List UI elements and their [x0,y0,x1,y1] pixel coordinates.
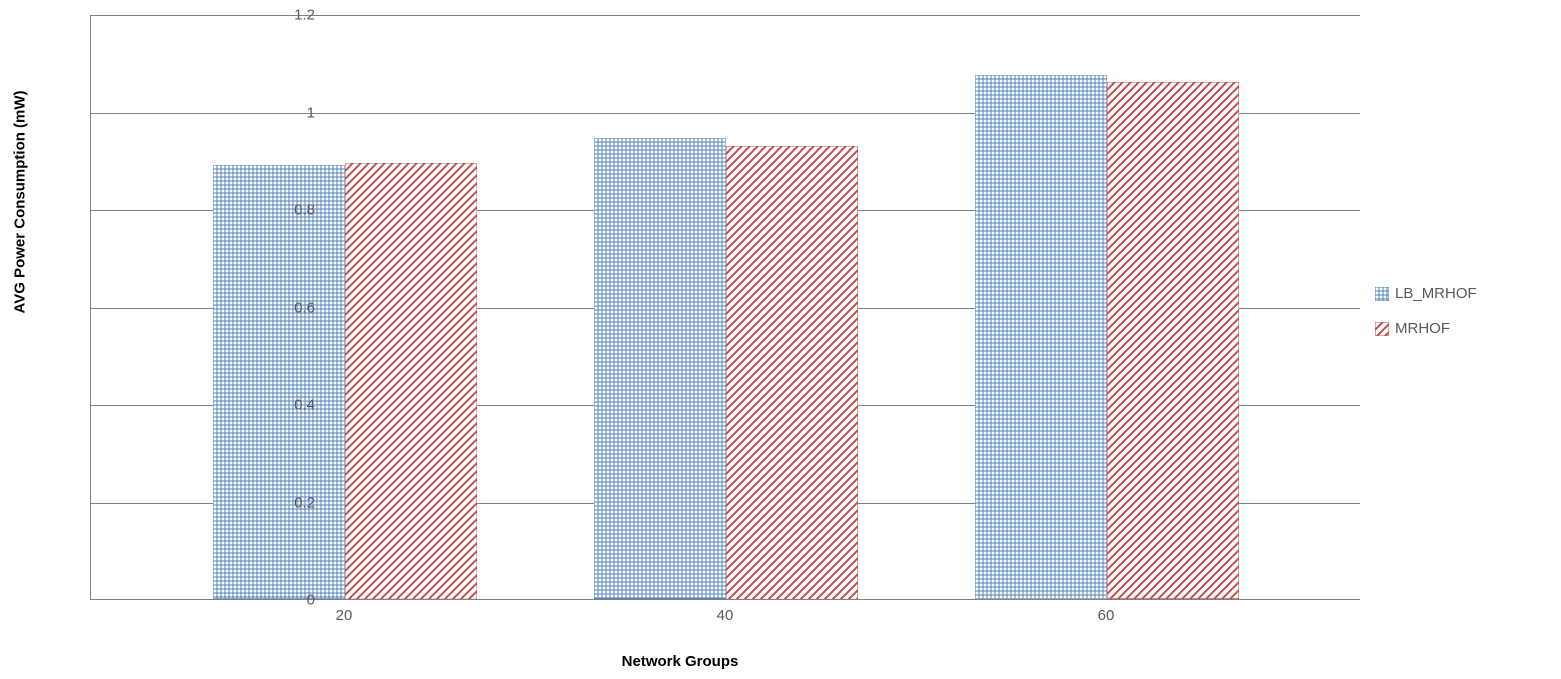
legend-item-mrhof: MRHOF [1375,320,1477,337]
legend-label: MRHOF [1395,320,1450,337]
legend-swatch-diagonal-icon [1375,322,1389,336]
y-tick-label: 0.8 [265,202,315,219]
legend-item-lb-mrhof: LB_MRHOF [1375,285,1477,302]
bar-lb-mrhof [213,165,345,599]
bar-mrhof [1107,82,1239,599]
bar-mrhof [345,163,477,599]
y-tick-label: 1 [265,104,315,121]
x-tick-label: 40 [717,607,734,624]
y-tick-label: 0.2 [265,494,315,511]
power-consumption-chart: AVG Power Consumption (mW) Network Group… [30,5,1530,675]
y-tick-label: 0 [265,592,315,609]
x-axis-label: Network Groups [30,653,1330,670]
y-axis-label: AVG Power Consumption (mW) [12,90,29,313]
x-tick-label: 20 [336,607,353,624]
y-tick-label: 1.2 [265,7,315,24]
legend-swatch-crosshatch-icon [1375,287,1389,301]
legend: LB_MRHOF MRHOF [1375,285,1477,355]
x-tick-label: 60 [1098,607,1115,624]
legend-label: LB_MRHOF [1395,285,1477,302]
bar-lb-mrhof [594,138,726,599]
bar-lb-mrhof [975,75,1107,599]
y-tick-label: 0.4 [265,397,315,414]
bar-mrhof [726,146,858,599]
y-tick-label: 0.6 [265,299,315,316]
